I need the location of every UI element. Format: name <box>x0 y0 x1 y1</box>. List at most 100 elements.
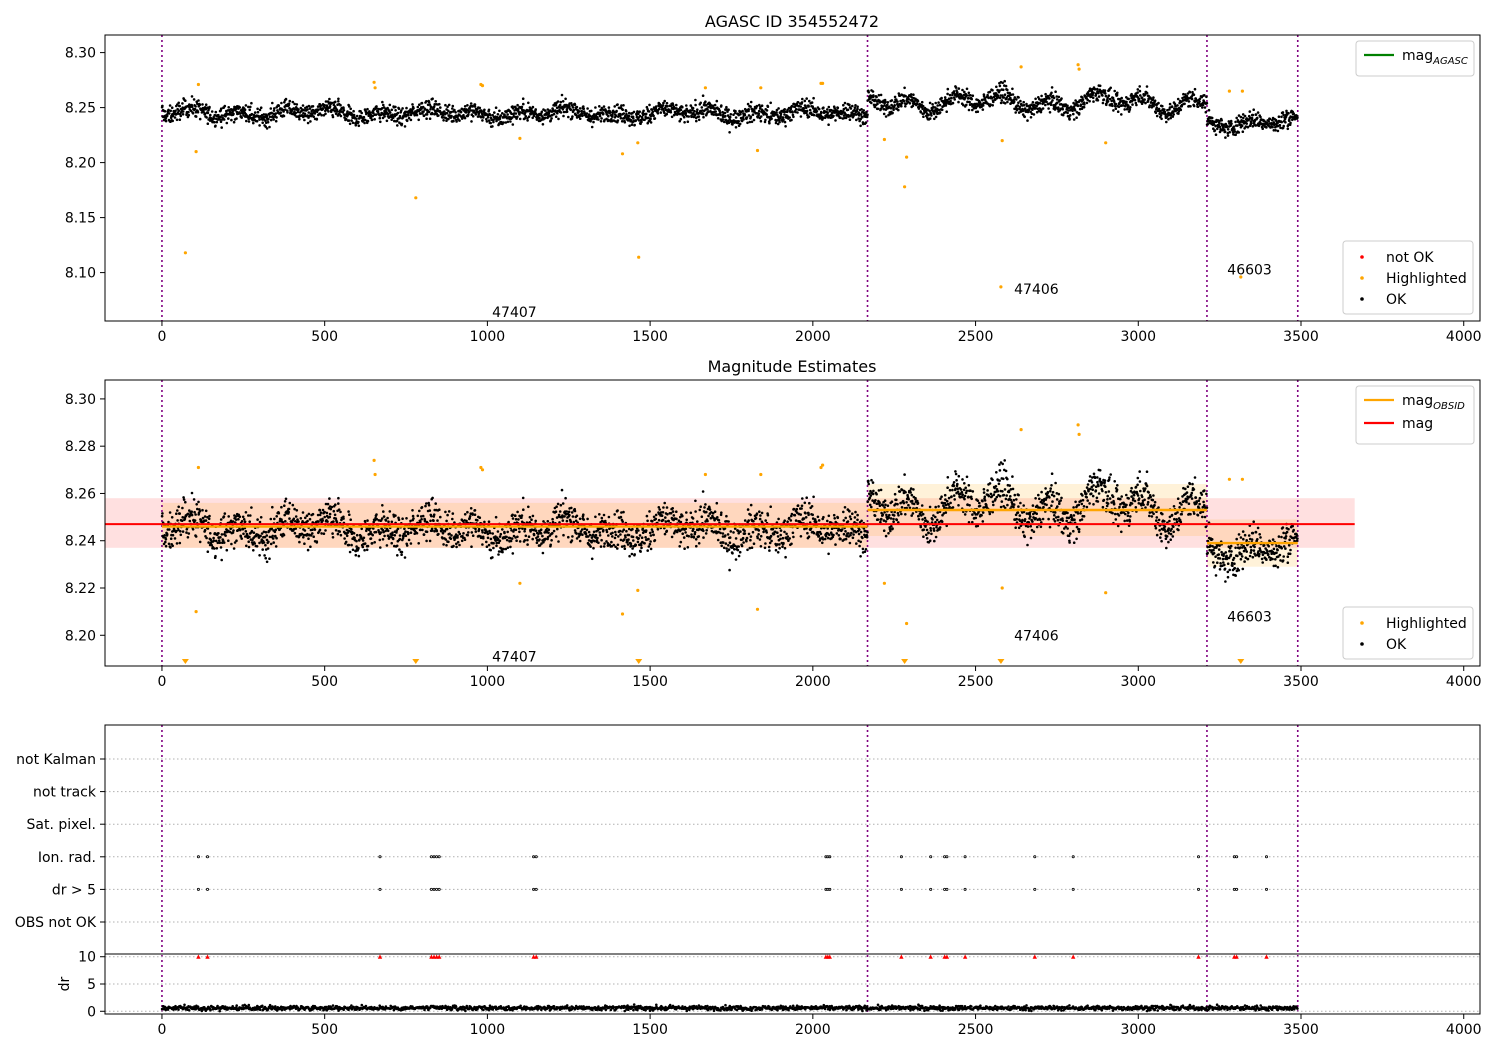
ok-point <box>337 502 340 505</box>
ok-point <box>238 112 242 115</box>
ok-point <box>1287 111 1290 115</box>
ok-point <box>581 533 584 536</box>
ok-point <box>849 107 853 110</box>
ok-point <box>207 541 210 544</box>
ok-point <box>916 99 920 103</box>
ok-point <box>1014 111 1017 114</box>
ok-point <box>190 491 194 495</box>
ok-point <box>582 105 585 108</box>
ok-point <box>347 543 351 547</box>
ok-point <box>1026 119 1029 122</box>
ok-point <box>514 112 518 115</box>
ok-point <box>238 515 242 518</box>
ok-point <box>965 94 969 97</box>
ok-point <box>252 531 256 534</box>
ok-point <box>637 537 640 540</box>
ok-point <box>430 529 434 532</box>
ok-point <box>382 515 386 518</box>
ok-point <box>582 107 585 110</box>
ok-point <box>554 535 558 538</box>
ok-point <box>561 100 565 103</box>
ok-point <box>388 111 392 114</box>
highlighted-point <box>1076 63 1080 67</box>
ok-point <box>694 98 697 102</box>
ok-point <box>865 110 868 114</box>
ok-point <box>306 548 310 552</box>
ok-point <box>301 104 305 107</box>
ok-point <box>646 549 649 552</box>
ok-point <box>704 100 707 103</box>
ok-point <box>410 109 414 113</box>
ok-point <box>1155 106 1159 110</box>
ok-point <box>343 116 346 119</box>
ok-point <box>630 123 634 127</box>
ok-point <box>420 506 424 509</box>
ok-point <box>1031 101 1035 104</box>
ok-point <box>296 110 300 114</box>
ok-point <box>607 515 611 519</box>
ok-point <box>934 115 938 119</box>
ok-point <box>859 124 862 128</box>
p1-obs-label: 46603 <box>1227 262 1272 278</box>
ok-point <box>521 97 525 100</box>
ok-point <box>555 505 558 509</box>
ok-point <box>752 118 756 122</box>
ok-point <box>173 116 177 119</box>
ok-point <box>400 109 403 112</box>
ok-point <box>443 110 446 113</box>
ok-point <box>209 538 213 541</box>
ok-point <box>326 502 330 506</box>
ok-point <box>446 513 449 517</box>
ok-point <box>614 114 618 118</box>
ok-point <box>1159 114 1163 117</box>
ok-point <box>431 97 434 100</box>
ok-point <box>796 111 799 114</box>
ok-point <box>303 529 307 532</box>
ok-point <box>1061 113 1065 117</box>
ok-point <box>396 527 400 530</box>
ok-point <box>1050 86 1054 89</box>
ok-point <box>699 101 702 105</box>
ok-point <box>1267 119 1270 123</box>
ok-point <box>1241 130 1245 133</box>
ok-point <box>308 517 312 521</box>
ok-point <box>724 114 727 118</box>
ok-point <box>807 115 811 118</box>
ok-point <box>255 545 259 548</box>
ok-point <box>383 534 386 538</box>
p1-xtick-label: 2500 <box>958 329 994 345</box>
ok-point <box>315 117 319 121</box>
ok-point <box>320 113 323 117</box>
ok-point <box>575 105 579 109</box>
ok-point <box>429 108 432 111</box>
ok-point <box>665 101 669 105</box>
ok-point <box>1282 124 1285 128</box>
ok-point <box>198 509 202 513</box>
ok-point <box>649 117 652 121</box>
p1-legend-label: Highlighted <box>1386 271 1467 287</box>
ok-point <box>294 111 298 115</box>
ok-point <box>232 529 235 532</box>
ok-point <box>534 108 537 111</box>
ok-point <box>549 543 552 547</box>
ok-point <box>292 517 296 521</box>
ok-point <box>450 534 453 537</box>
ok-point <box>258 118 261 121</box>
ok-point <box>1088 99 1091 103</box>
ok-point <box>534 529 538 532</box>
ok-point <box>803 99 807 103</box>
ok-point <box>1096 99 1100 102</box>
ok-point <box>265 127 269 130</box>
ok-point <box>317 108 320 111</box>
ok-point <box>306 121 310 125</box>
ok-point <box>391 531 394 534</box>
ok-point <box>342 517 345 520</box>
ok-point <box>920 100 924 104</box>
ok-point <box>702 115 705 119</box>
ok-point <box>421 528 424 532</box>
ok-point <box>937 101 940 104</box>
ok-point <box>274 545 278 548</box>
ok-point <box>1038 102 1042 105</box>
ok-point <box>369 537 373 540</box>
ok-point <box>227 539 230 542</box>
